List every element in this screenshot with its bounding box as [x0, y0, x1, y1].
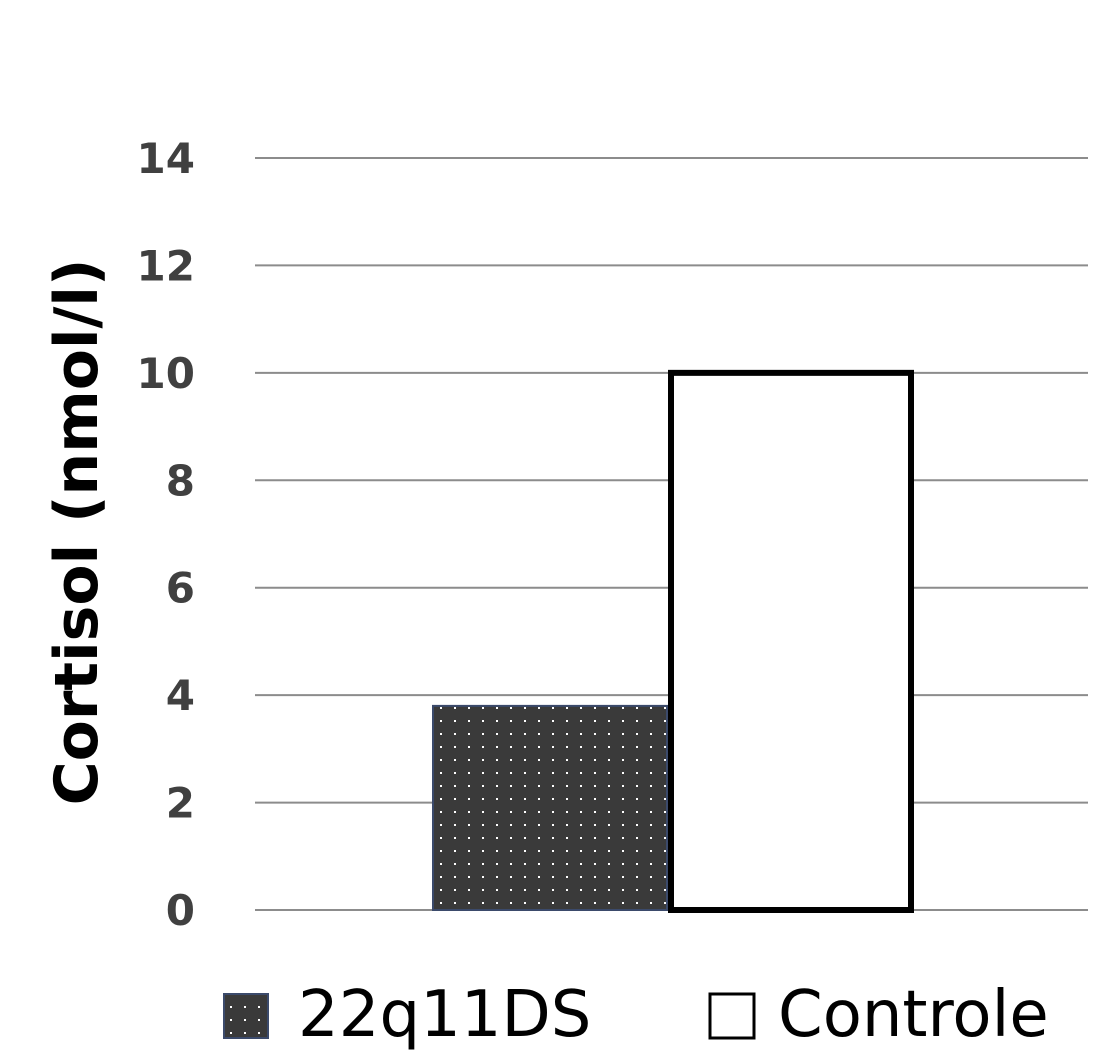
y-tick-label: 14	[137, 134, 195, 183]
y-tick-label: 10	[137, 349, 195, 398]
bars	[432, 369, 914, 914]
y-tick-label: 4	[166, 671, 195, 720]
y-tick-label: 2	[166, 779, 195, 828]
legend-label-22q11ds: 22q11DS	[298, 978, 591, 1052]
legend-swatch-controle	[708, 992, 756, 1040]
y-tick-labels: 0 2 4 6 8 10 12 14	[137, 134, 195, 935]
y-tick-label: 6	[166, 564, 195, 613]
y-tick-label: 8	[166, 456, 195, 505]
y-axis-title: Cortisol (nmol/l)	[42, 259, 112, 806]
legend: 22q11DS Controle	[223, 978, 1049, 1052]
bar-22q11ds	[432, 704, 668, 912]
y-tick-label: 12	[137, 241, 195, 290]
legend-swatch-22q11ds	[223, 993, 269, 1039]
bar-controle	[668, 369, 914, 914]
y-tick-label: 0	[166, 886, 195, 935]
legend-label-controle: Controle	[778, 978, 1049, 1052]
